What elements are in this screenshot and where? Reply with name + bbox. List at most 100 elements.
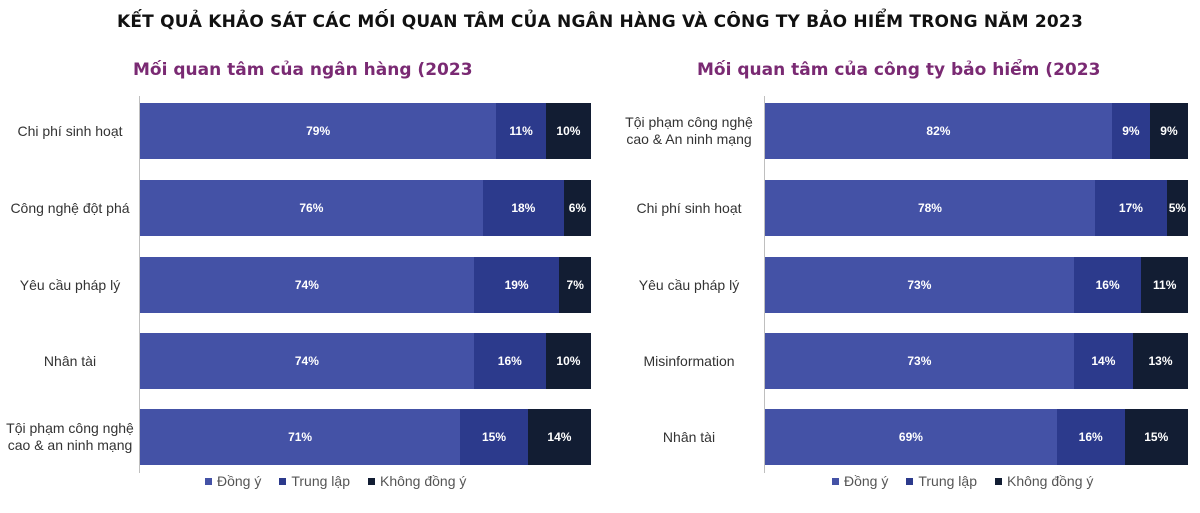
bank-data-label: 19% bbox=[504, 278, 529, 292]
bank-data-label: 76% bbox=[299, 201, 324, 215]
insurance-bar-segment: 17% bbox=[1094, 180, 1167, 236]
insurance-axis-line bbox=[764, 96, 765, 473]
bank-data-label: 74% bbox=[294, 354, 319, 368]
insurance-legend-item: Đồng ý bbox=[832, 473, 888, 489]
insurance-data-label: 13% bbox=[1148, 354, 1173, 368]
insurance-stacked-bar: 82% 9% 9% bbox=[765, 103, 1188, 159]
bank-stacked-bar: 71% 15% 14% bbox=[140, 409, 591, 465]
bank-data-label: 71% bbox=[288, 430, 313, 444]
legend-swatch-icon bbox=[994, 477, 1002, 485]
bank-legend: Đồng ý Trung lập Không đồng ý bbox=[205, 473, 466, 489]
bank-category-label: Nhân tài bbox=[43, 352, 97, 369]
bank-category-label: Tội phạm công nghệ cao & an ninh mạng bbox=[6, 420, 134, 453]
bank-bar-segment: 10% bbox=[545, 333, 591, 389]
bank-legend-label: Không đồng ý bbox=[379, 473, 467, 489]
bank-data-label: 16% bbox=[497, 354, 522, 368]
insurance-bar-segment: 9% bbox=[1111, 103, 1150, 159]
bank-bar-segment: 71% bbox=[140, 409, 461, 465]
bank-bar-segment: 19% bbox=[473, 257, 560, 313]
bank-legend-item: Trung lập bbox=[279, 473, 350, 489]
insurance-data-label: 9% bbox=[1122, 124, 1140, 138]
bank-data-label: 15% bbox=[482, 430, 507, 444]
insurance-legend-item: Trung lập bbox=[906, 473, 977, 489]
insurance-legend-item: Không đồng ý bbox=[994, 473, 1094, 489]
bank-legend-item: Đồng ý bbox=[205, 473, 261, 489]
bank-stacked-bar: 76% 18% 6% bbox=[140, 180, 591, 236]
legend-swatch-icon bbox=[205, 477, 212, 485]
insurance-stacked-bar: 73% 16% 11% bbox=[765, 257, 1188, 313]
insurance-bar-segment: 11% bbox=[1141, 257, 1188, 313]
insurance-data-label: 14% bbox=[1091, 354, 1116, 368]
insurance-stacked-bar: 73% 14% 13% bbox=[765, 333, 1188, 389]
legend-swatch-icon bbox=[279, 477, 287, 485]
bank-data-label: 6% bbox=[568, 201, 587, 215]
insurance-data-label: 16% bbox=[1078, 430, 1103, 444]
insurance-bar-segment: 14% bbox=[1073, 333, 1133, 389]
insurance-stacked-bar: 69% 16% 15% bbox=[765, 409, 1188, 465]
insurance-bar-segment: 5% bbox=[1166, 180, 1188, 236]
bank-data-label: 14% bbox=[547, 430, 572, 444]
bank-bar-segment: 79% bbox=[140, 103, 497, 159]
insurance-legend-label: Đồng ý bbox=[844, 473, 889, 489]
insurance-bar-segment: 15% bbox=[1124, 409, 1188, 465]
insurance-chart-title: Mối quan tâm của công ty bảo hiểm (2023 bbox=[697, 60, 1101, 80]
insurance-bar-segment: 13% bbox=[1133, 333, 1188, 389]
bank-bar-segment: 14% bbox=[527, 409, 591, 465]
insurance-bar-segment: 16% bbox=[1056, 409, 1125, 465]
insurance-legend: Đồng ý Trung lập Không đồng ý bbox=[832, 473, 1093, 489]
bank-stacked-bar: 79% 11% 10% bbox=[140, 103, 591, 159]
insurance-data-label: 17% bbox=[1118, 201, 1143, 215]
bank-data-label: 7% bbox=[566, 278, 584, 292]
insurance-category-label: Misinformation bbox=[643, 352, 735, 369]
bank-stacked-bar: 74% 19% 7% bbox=[140, 257, 591, 313]
bank-legend-label: Trung lập bbox=[291, 473, 350, 489]
bank-bar-segment: 74% bbox=[140, 333, 474, 389]
bank-data-label: 79% bbox=[306, 124, 331, 138]
insurance-bar-segment: 73% bbox=[765, 333, 1074, 389]
bank-data-label: 10% bbox=[556, 124, 581, 138]
insurance-bar-segment: 82% bbox=[765, 103, 1112, 159]
insurance-data-label: 16% bbox=[1095, 278, 1120, 292]
bank-chart-title: Mối quan tâm của ngân hàng (2023 bbox=[133, 60, 473, 80]
legend-swatch-icon bbox=[832, 477, 839, 485]
bank-bar-segment: 7% bbox=[559, 257, 591, 313]
insurance-stacked-bar: 78% 17% 5% bbox=[765, 180, 1188, 236]
insurance-bar-segment: 69% bbox=[765, 409, 1057, 465]
insurance-data-label: 73% bbox=[907, 354, 932, 368]
legend-swatch-icon bbox=[906, 477, 914, 485]
insurance-category-label: Yêu cầu pháp lý bbox=[638, 276, 740, 293]
insurance-data-label: 11% bbox=[1153, 278, 1177, 292]
insurance-bar-segment: 9% bbox=[1149, 103, 1188, 159]
legend-swatch-icon bbox=[367, 477, 375, 485]
bank-bar-segment: 18% bbox=[482, 180, 564, 236]
insurance-data-label: 5% bbox=[1168, 201, 1187, 215]
insurance-data-label: 78% bbox=[917, 201, 942, 215]
bank-bar-segment: 74% bbox=[140, 257, 474, 313]
bank-bar-segment: 76% bbox=[140, 180, 483, 236]
bank-category-label: Chi phí sinh hoạt bbox=[17, 122, 123, 139]
bank-data-label: 11% bbox=[509, 124, 533, 138]
bank-bar-segment: 15% bbox=[460, 409, 528, 465]
insurance-category-label: Tội phạm công nghệ cao & An ninh mạng bbox=[625, 114, 753, 147]
insurance-data-label: 82% bbox=[926, 124, 951, 138]
insurance-data-label: 15% bbox=[1144, 430, 1169, 444]
insurance-bar-segment: 16% bbox=[1073, 257, 1142, 313]
bank-bar-segment: 10% bbox=[545, 103, 591, 159]
bank-legend-label: Đồng ý bbox=[217, 473, 262, 489]
bank-data-label: 74% bbox=[294, 278, 319, 292]
bank-axis-line bbox=[139, 96, 140, 473]
insurance-category-label: Chi phí sinh hoạt bbox=[636, 199, 742, 216]
insurance-bar-segment: 78% bbox=[765, 180, 1095, 236]
insurance-data-label: 73% bbox=[907, 278, 932, 292]
insurance-data-label: 69% bbox=[898, 430, 923, 444]
insurance-category-label: Nhân tài bbox=[662, 428, 716, 445]
insurance-legend-label: Không đồng ý bbox=[1006, 473, 1094, 489]
bank-bar-segment: 6% bbox=[563, 180, 591, 236]
bank-category-label: Công nghệ đột phá bbox=[10, 199, 130, 216]
bank-data-label: 10% bbox=[556, 354, 581, 368]
bank-data-label: 18% bbox=[511, 201, 536, 215]
insurance-legend-label: Trung lập bbox=[918, 473, 977, 489]
bank-stacked-bar: 74% 16% 10% bbox=[140, 333, 591, 389]
bank-category-label: Yêu cầu pháp lý bbox=[19, 276, 121, 293]
bank-bar-segment: 11% bbox=[496, 103, 546, 159]
